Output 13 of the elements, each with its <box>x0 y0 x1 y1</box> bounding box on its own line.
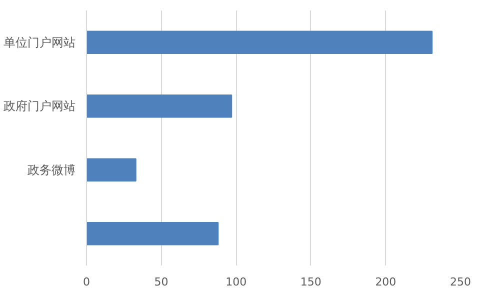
x-tick-label: 200 <box>375 276 396 288</box>
bar <box>86 30 433 54</box>
bar <box>86 94 232 118</box>
x-tick-label: 50 <box>154 276 168 288</box>
y-tick-label: 单位门户网站 <box>4 35 76 50</box>
bar <box>86 222 219 246</box>
x-tick-label: 0 <box>83 276 90 288</box>
bar <box>86 158 136 182</box>
x-tick-label: 250 <box>450 276 471 288</box>
y-tick-label: 政务微博 <box>28 162 76 177</box>
x-tick-label: 100 <box>226 276 247 288</box>
y-tick-label: 政府门户网站 <box>4 99 76 114</box>
x-tick-label: 150 <box>300 276 322 288</box>
